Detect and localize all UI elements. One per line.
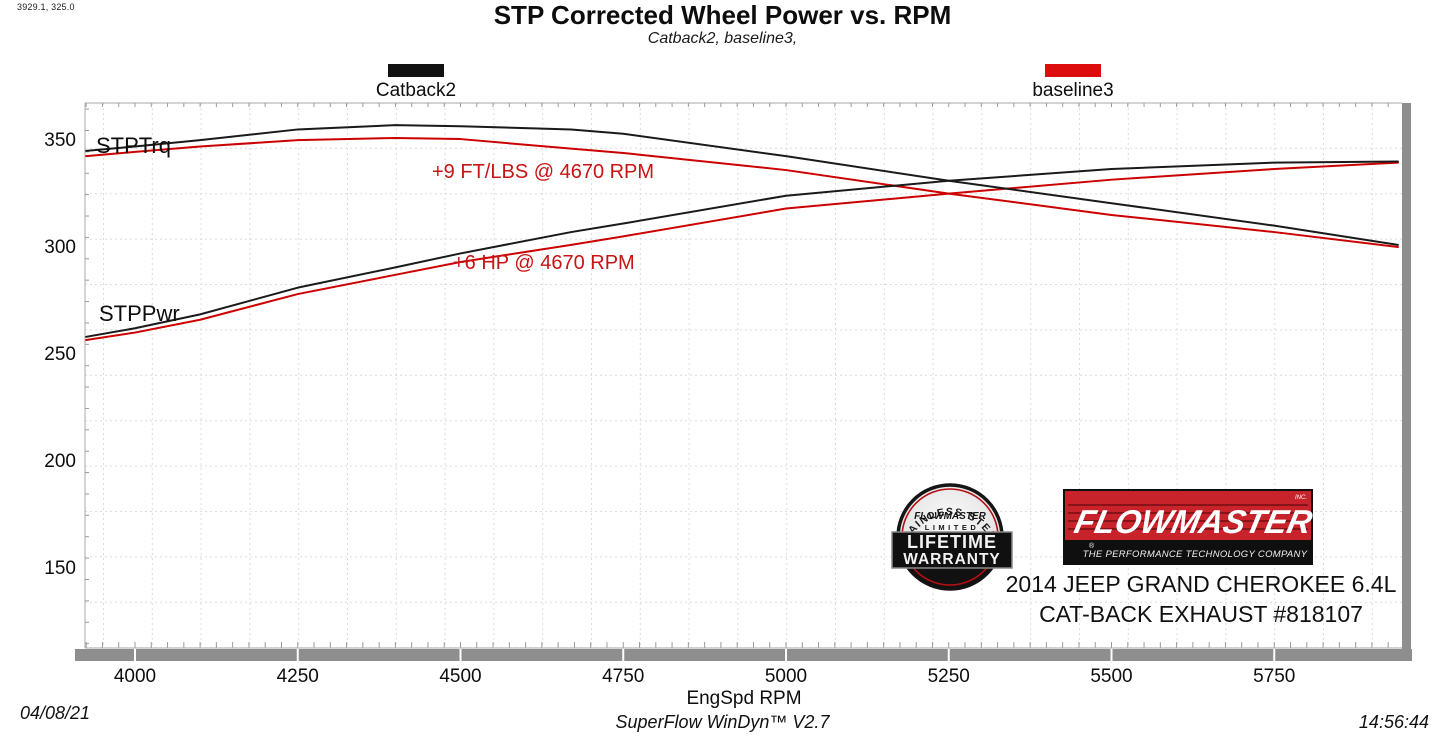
logo-pinstripes bbox=[1068, 504, 1308, 530]
series-catback2-stppwr bbox=[85, 160, 1399, 338]
footer-time: 14:56:44 bbox=[1358, 712, 1429, 732]
x-axis-title: EngSpd RPM bbox=[686, 688, 802, 709]
legend-item-catback2: Catback2 bbox=[357, 64, 475, 102]
badge-banner bbox=[891, 531, 1013, 569]
plot-border bbox=[84, 102, 1402, 649]
axis-bar-tick bbox=[134, 649, 136, 661]
series-baseline3-stppwr bbox=[85, 161, 1399, 342]
flowmaster-logo: FLOWMASTER INC. ® THE PERFORMANCE TECHNO… bbox=[1063, 489, 1313, 565]
series-catback2-stptrq bbox=[85, 124, 1399, 246]
badge-lifetime-text: LIFETIME bbox=[907, 532, 997, 552]
logo-wordmark: FLOWMASTER bbox=[1071, 504, 1313, 541]
badge-brand-text: FLOWMASTER bbox=[914, 511, 986, 522]
logo-red-field bbox=[1065, 491, 1311, 540]
series-baseline3-stptrq bbox=[85, 136, 1399, 249]
minor-ticks bbox=[85, 103, 1389, 648]
axis-bar-tick bbox=[1110, 649, 1113, 661]
logo-registered-mark: ® bbox=[1089, 542, 1095, 550]
gridlines bbox=[85, 103, 1402, 649]
footer-software: SuperFlow WinDyn™ V2.7 bbox=[615, 712, 830, 732]
axis-bar-tick bbox=[1273, 649, 1276, 661]
badge-warranty-text: WARRANTY bbox=[903, 551, 1001, 568]
axis-bar-tick bbox=[459, 649, 462, 661]
axis-bar-tick bbox=[785, 649, 787, 661]
badge-bottom-segment bbox=[907, 567, 993, 590]
legend-item-baseline3: baseline3 bbox=[1014, 64, 1132, 102]
bottom-axis-bar bbox=[75, 649, 1412, 661]
right-axis-bar bbox=[1402, 103, 1411, 661]
legend-swatch-catback2 bbox=[388, 64, 444, 77]
cursor-readout: 3929.1, 325.0 bbox=[17, 2, 75, 12]
chart-subtitle: Catback2, baseline3, bbox=[647, 30, 798, 47]
logo-inc-text: INC. bbox=[1295, 495, 1307, 501]
axis-bar-tick bbox=[296, 649, 299, 661]
legend-label-catback2: Catback2 bbox=[375, 80, 457, 101]
logo-tagline: THE PERFORMANCE TECHNOLOGY COMPANY bbox=[1083, 549, 1308, 560]
lifetime-warranty-badge: STAINLESS STEEL FLOWMASTER LIMITED LIFET… bbox=[890, 482, 1013, 591]
legend-label-baseline3: baseline3 bbox=[1032, 80, 1114, 101]
footer-date: 04/08/21 bbox=[20, 703, 91, 723]
vehicle-line2: CAT-BACK EXHAUST #818107 bbox=[1039, 601, 1363, 627]
chart-title: STP Corrected Wheel Power vs. RPM bbox=[493, 0, 952, 30]
vehicle-caption: 2014 JEEP GRAND CHEROKEE 6.4L CAT-BACK E… bbox=[1000, 569, 1402, 629]
badge-limited-text: LIMITED bbox=[925, 523, 980, 532]
vehicle-line1: 2014 JEEP GRAND CHEROKEE 6.4L bbox=[1005, 571, 1397, 597]
legend-swatch-baseline3 bbox=[1045, 64, 1101, 77]
axis-bar-tick bbox=[947, 649, 950, 661]
axis-bar-tick bbox=[622, 649, 625, 661]
